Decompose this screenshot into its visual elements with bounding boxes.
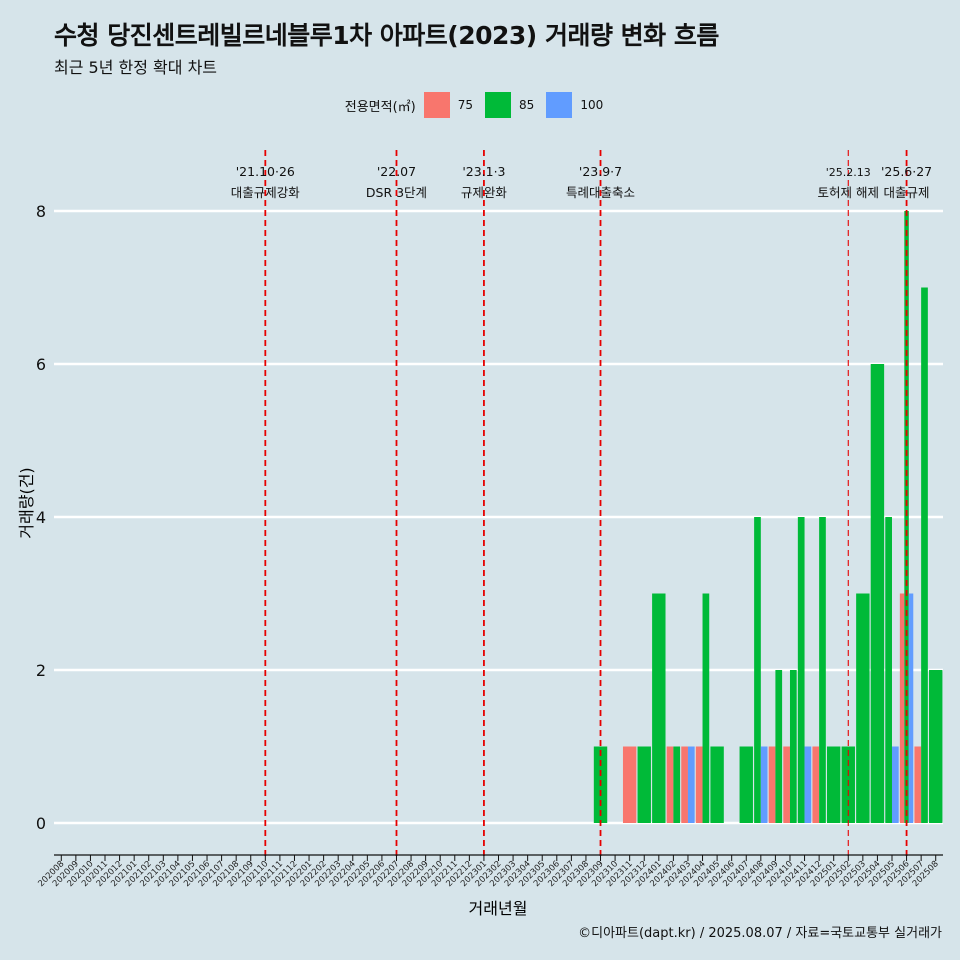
event-date: '21.10·26 (236, 164, 295, 179)
x-axis: 2020082020092020102020112020122021012021… (36, 854, 943, 889)
event-date: '25.6·27 (881, 164, 932, 179)
bar-85-202408 (754, 517, 761, 823)
bar-85-202411 (797, 517, 805, 823)
bar-85-202404 (702, 593, 710, 823)
legend-key-75 (423, 92, 450, 118)
event-date: '25.2.13 (826, 166, 871, 179)
bar-100-202408 (760, 746, 768, 823)
legend-item-75: 75 (423, 92, 474, 118)
bar-85-202401 (652, 593, 666, 823)
y-tick-label: 0 (36, 814, 46, 833)
event-date: '23.1·3 (462, 164, 505, 179)
bar-85-202503 (856, 593, 870, 823)
bar-85-202506 (904, 211, 909, 823)
legend-label-75: 75 (457, 98, 474, 112)
legend-item-100: 100 (546, 92, 603, 118)
event-label: DSR 3단계 (366, 185, 427, 200)
legend: 전용면적(㎡) 75 85 100 (0, 92, 960, 118)
bar-75-202403 (681, 746, 688, 823)
bar-75-202404 (695, 746, 703, 823)
y-tick-label: 4 (36, 508, 46, 527)
legend-title: 전용면적(㎡) (344, 99, 416, 115)
bar-85-202409 (775, 670, 783, 823)
bar-85-202501 (826, 746, 841, 823)
event-label: 대출규제강화 (231, 185, 301, 200)
bar-85-202505 (885, 517, 892, 823)
x-axis-title: 거래년월 (469, 899, 528, 918)
legend-label-85: 85 (519, 98, 535, 112)
bar-75-202412 (812, 746, 820, 823)
y-tick-labels: 0 2 4 6 8 (36, 202, 46, 833)
bar-100-202411 (804, 746, 812, 823)
bar-75-202409 (768, 746, 776, 823)
bar-85-202412 (819, 517, 826, 823)
event-date: '22.07 (377, 164, 416, 179)
bar-85-202312 (637, 746, 651, 823)
event-label: 특례대출축소 (566, 185, 635, 200)
event-label: 토허제 해제 (818, 185, 879, 200)
bar-100-202403 (687, 746, 695, 823)
event-label: 규제완화 (461, 185, 508, 200)
bar-85-202402 (673, 746, 681, 823)
grid-lines (54, 209, 943, 825)
bar-85-202405 (710, 746, 724, 823)
legend-item-85: 85 (485, 92, 534, 118)
bar-75-202507 (914, 746, 922, 823)
event-date: '23.9·7 (579, 164, 622, 179)
bar-85-202504 (870, 364, 885, 823)
y-tick-label: 8 (36, 202, 46, 221)
event-label: 대출규제 (884, 185, 930, 200)
bar-100-202505 (891, 746, 899, 823)
bar-75-202311 (622, 746, 637, 823)
bar-100-202506 (908, 593, 914, 823)
bar-85-202407 (739, 746, 753, 823)
bar-85-202508 (929, 670, 943, 823)
y-tick-label: 6 (36, 355, 46, 374)
bar-85-202410 (789, 670, 797, 823)
event-lines: '21.10·26 대출규제강화 '22.07 DSR 3단계 '23.1·3 규제완화 '… (231, 150, 932, 856)
y-tick-label: 2 (36, 661, 46, 680)
legend-label-100: 100 (580, 98, 604, 112)
y-axis-title: 거래량(건) (17, 467, 36, 538)
bar-75-202402 (666, 746, 674, 823)
chart-subtitle: 최근 5년 한정 확대 차트 (54, 58, 218, 77)
legend-key-100 (546, 92, 573, 118)
source-caption: ©디아파트(dapt.kr) / 2025.08.07 / 자료=국토교통부 실… (578, 926, 942, 941)
legend-key-85 (485, 92, 512, 118)
bar-75-202506 (899, 593, 905, 823)
bar-85-202507 (921, 287, 928, 823)
bars (593, 211, 943, 823)
bar-75-202410 (783, 746, 790, 823)
chart-title: 수청 당진센트레빌르네블루1차 아파트(2023) 거래량 변화 흐름 (54, 21, 719, 50)
